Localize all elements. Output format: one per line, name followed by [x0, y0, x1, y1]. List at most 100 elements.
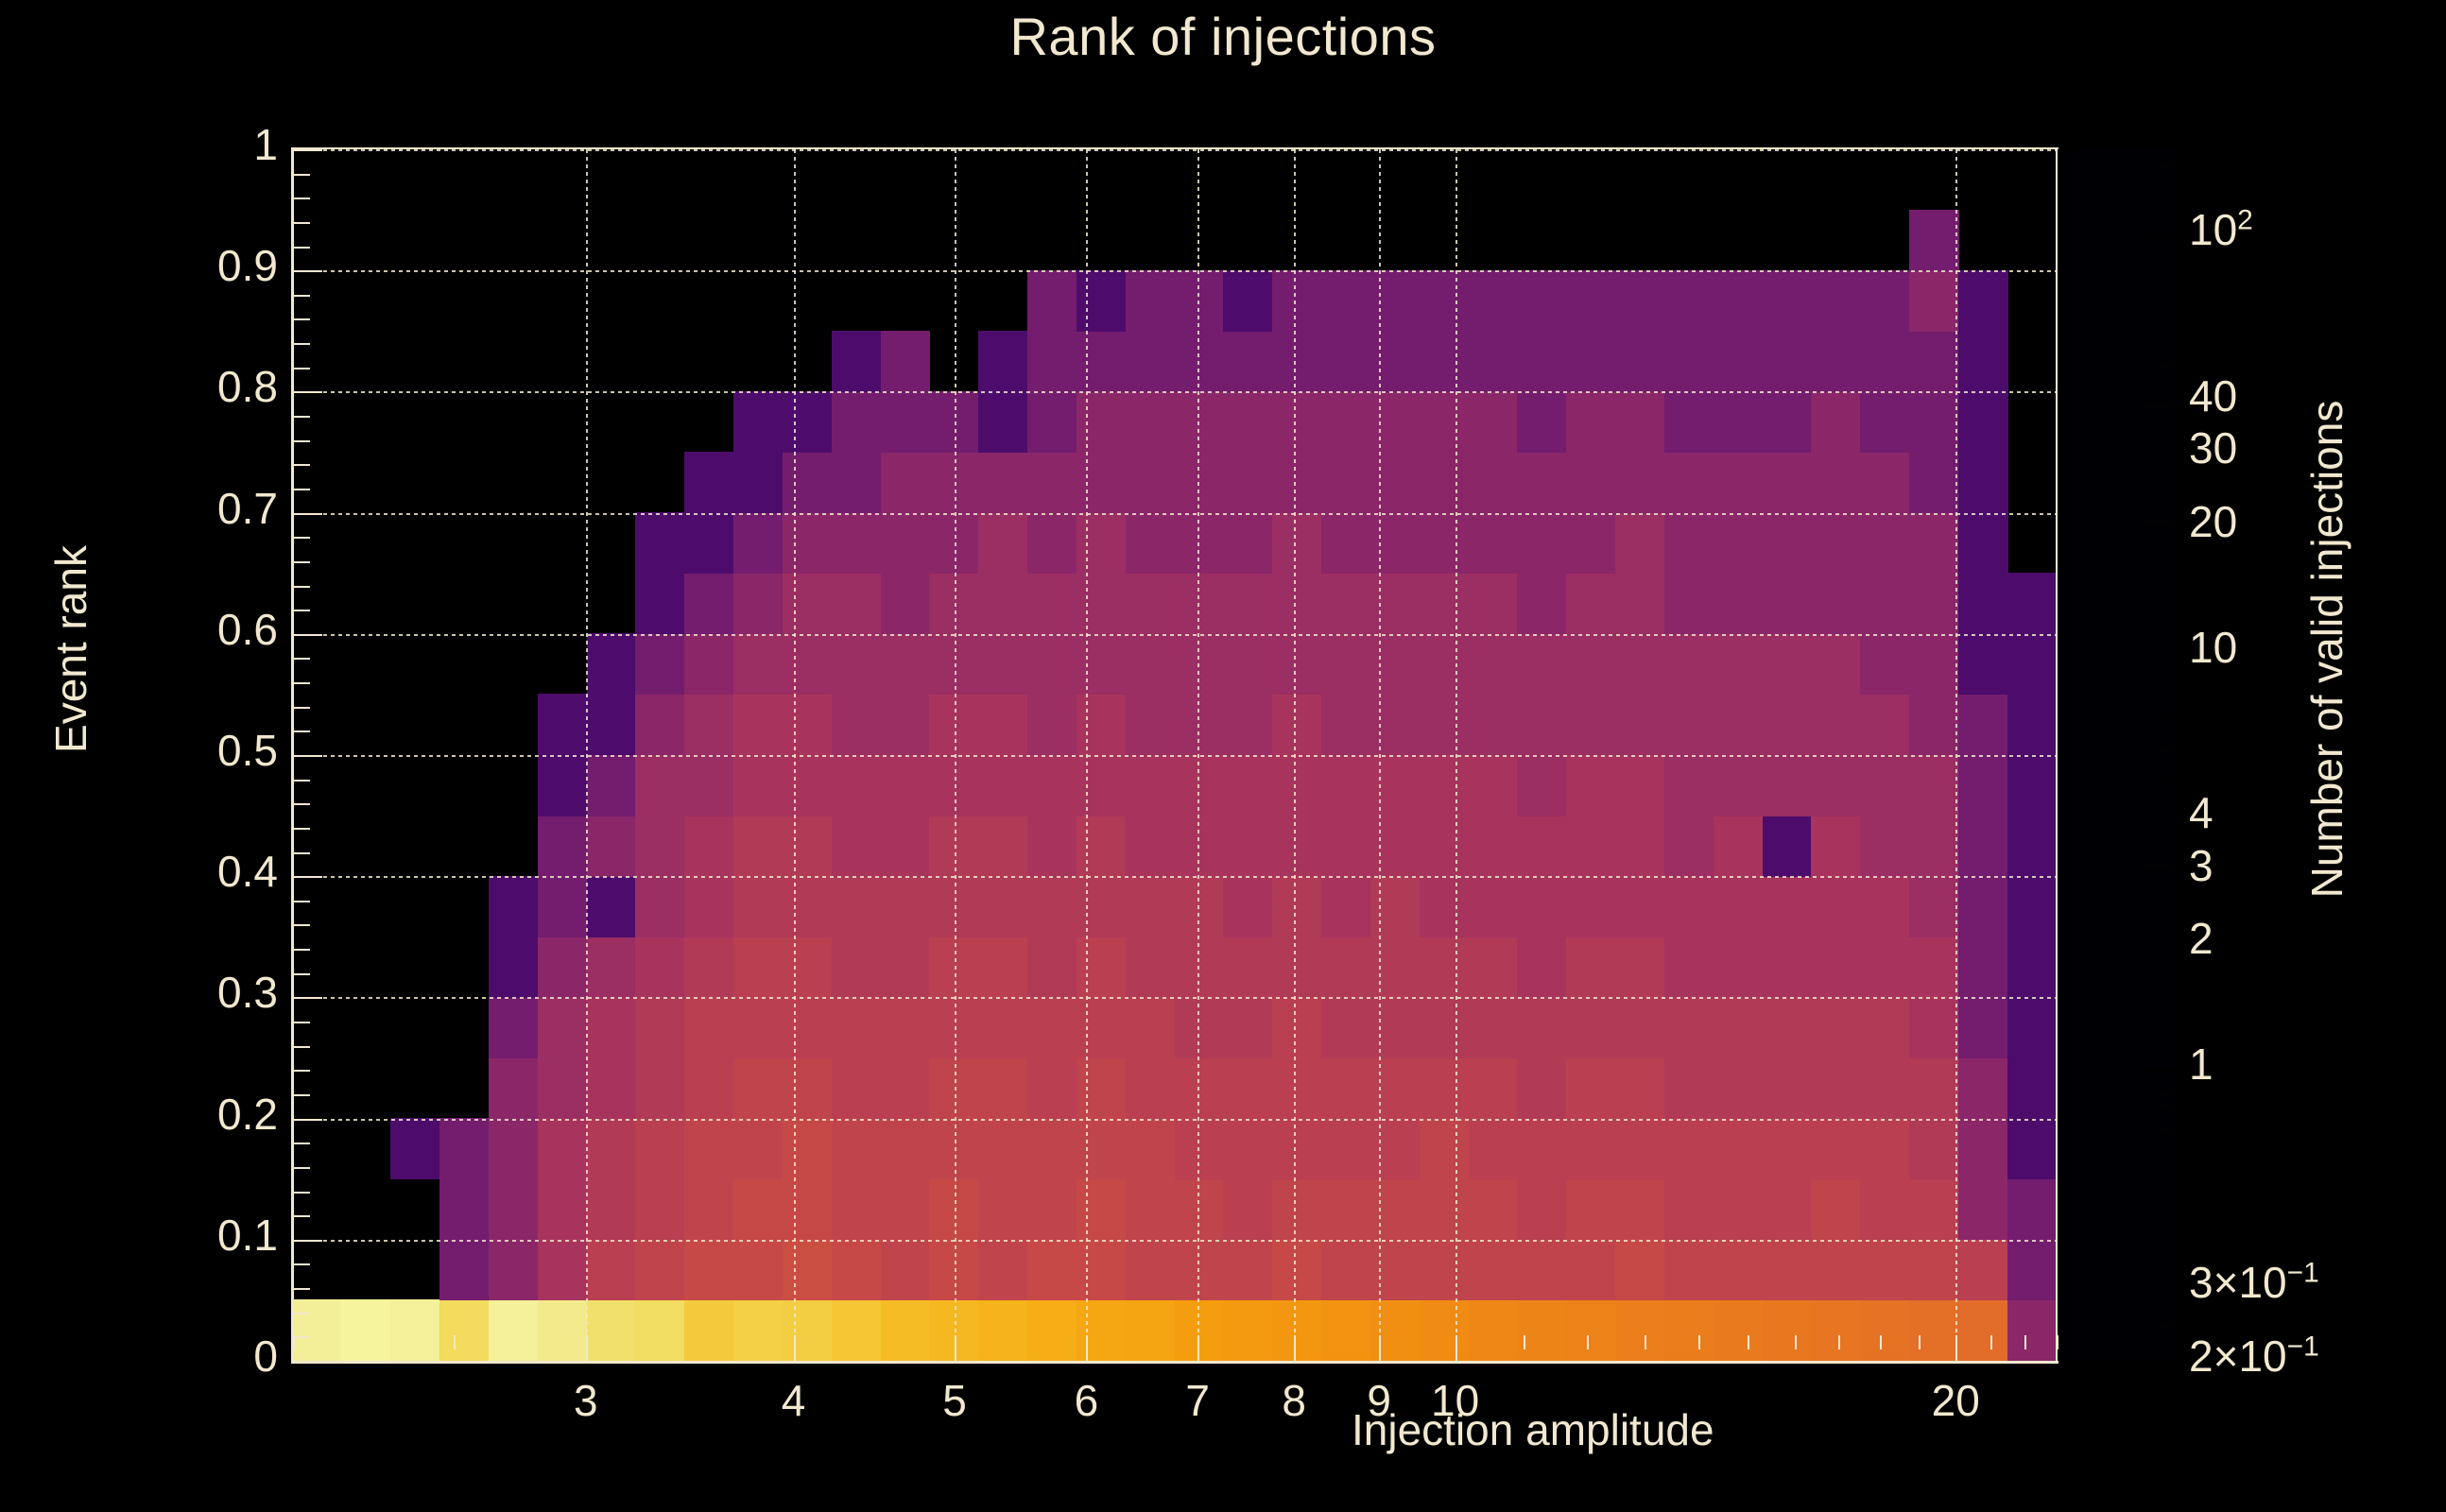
heatmap-cell: [1027, 1118, 1077, 1180]
heatmap-cell: [1762, 754, 1813, 816]
heatmap-cell: [1957, 1239, 2008, 1301]
y-tick: [294, 270, 322, 273]
y-minor-tick: [294, 246, 310, 249]
heatmap-cell: [929, 573, 980, 635]
heatmap-cell: [1713, 815, 1764, 877]
heatmap-cell: [1811, 936, 1862, 998]
heatmap-cell: [1076, 269, 1127, 332]
heatmap-cell: [1272, 390, 1322, 453]
heatmap-cell: [439, 1299, 490, 1361]
y-minor-tick: [294, 949, 310, 952]
horizontal-gridline: [293, 997, 2057, 1000]
heatmap-cell: [1957, 754, 2008, 816]
heatmap-cell: [1321, 633, 1371, 696]
heatmap-cell: [1909, 1178, 1959, 1241]
heatmap-cell: [733, 1118, 784, 1180]
heatmap-cell: [1125, 1178, 1176, 1241]
heatmap-cell: [1663, 269, 1714, 332]
heatmap-cell: [684, 694, 734, 756]
heatmap-cell: [1076, 573, 1127, 635]
heatmap-cell: [586, 1057, 637, 1120]
heatmap-cell: [782, 452, 833, 514]
heatmap-cell: [1762, 1299, 1813, 1361]
heatmap-cell: [1713, 269, 1764, 332]
heatmap-cell: [1811, 1239, 1862, 1301]
horizontal-gridline: [293, 149, 2057, 151]
heatmap-cell: [1663, 512, 1714, 575]
heatmap-cell: [1713, 1239, 1764, 1301]
colorbar-minor-tick: [2149, 1194, 2178, 1197]
heatmap-cell: [1663, 1299, 1714, 1361]
heatmap-cell: [1076, 1118, 1127, 1180]
heatmap-cell: [831, 936, 882, 998]
heatmap-cell: [1321, 573, 1371, 635]
heatmap-cell: [782, 815, 833, 877]
heatmap-cell: [1076, 1178, 1127, 1241]
heatmap-cell: [733, 1239, 784, 1301]
heatmap-cell: [1369, 1118, 1421, 1180]
heatmap-cell: [537, 1299, 588, 1361]
colorbar-tick: [2132, 1287, 2178, 1290]
heatmap-cell: [1713, 996, 1764, 1058]
x-minor-tick: [1838, 1335, 1841, 1349]
colorbar-tick: [2132, 453, 2178, 455]
heatmap-cell: [488, 1178, 539, 1241]
heatmap-cell: [1762, 269, 1813, 332]
heatmap-cell: [635, 694, 686, 756]
heatmap-cell: [1957, 1299, 2008, 1361]
colorbar-minor-tick: [2149, 1161, 2178, 1164]
heatmap-cell: [733, 573, 784, 635]
heatmap-cell: [1957, 573, 2008, 635]
right-axis-line: [2056, 149, 2058, 1364]
heatmap-cell: [782, 1299, 833, 1361]
heatmap-cell: [1909, 1057, 1959, 1120]
y-minor-tick: [294, 1045, 310, 1048]
heatmap-cell: [1076, 754, 1127, 816]
heatmap-cell: [1468, 1118, 1519, 1180]
heatmap-cell: [1517, 573, 1568, 635]
heatmap-cell: [1566, 996, 1616, 1058]
heatmap-cell: [1762, 573, 1813, 635]
y-minor-tick: [294, 1215, 310, 1218]
heatmap-cell: [1860, 390, 1910, 453]
heatmap-cell: [1272, 694, 1322, 756]
heatmap-cell: [733, 815, 784, 877]
heatmap-cell: [1909, 754, 1959, 816]
y-minor-tick: [294, 537, 310, 540]
heatmap-cell: [929, 452, 980, 514]
heatmap-cell: [880, 330, 931, 392]
heatmap-cell: [1909, 330, 1959, 392]
heatmap-cell: [978, 996, 1028, 1058]
heatmap-cell: [1762, 390, 1813, 453]
heatmap-cell: [978, 815, 1028, 877]
heatmap-cell: [586, 875, 637, 937]
heatmap-cell: [880, 512, 931, 575]
heatmap-cell: [1369, 1178, 1421, 1241]
heatmap-cell: [831, 996, 882, 1058]
heatmap-cell: [1909, 694, 1959, 756]
heatmap-cell: [635, 633, 686, 696]
heatmap-cell: [1223, 1118, 1274, 1180]
colorbar-title: Number of valid injections: [2302, 400, 2351, 899]
y-minor-tick: [294, 610, 310, 612]
heatmap-cell: [586, 633, 637, 696]
heatmap-cell: [1811, 1299, 1862, 1361]
heatmap-cell: [1811, 875, 1862, 937]
y-tick: [294, 149, 322, 151]
heatmap-cell: [488, 936, 539, 998]
heatmap-cell: [1811, 694, 1862, 756]
heatmap-cell: [1762, 936, 1813, 998]
heatmap-cell: [929, 512, 980, 575]
y-axis-title: Event rank: [46, 545, 95, 753]
heatmap-cell: [782, 936, 833, 998]
heatmap-cell: [1762, 1178, 1813, 1241]
heatmap-cell: [1957, 390, 2008, 453]
heatmap-cell: [439, 1118, 490, 1180]
heatmap-cell: [1369, 754, 1421, 816]
heatmap-cell: [978, 452, 1028, 514]
heatmap-cell: [929, 1239, 980, 1301]
heatmap-cell: [1125, 996, 1176, 1058]
y-minor-tick: [294, 1191, 310, 1194]
y-tick: [294, 633, 322, 636]
colorbar-minor-tick: [2149, 777, 2178, 780]
